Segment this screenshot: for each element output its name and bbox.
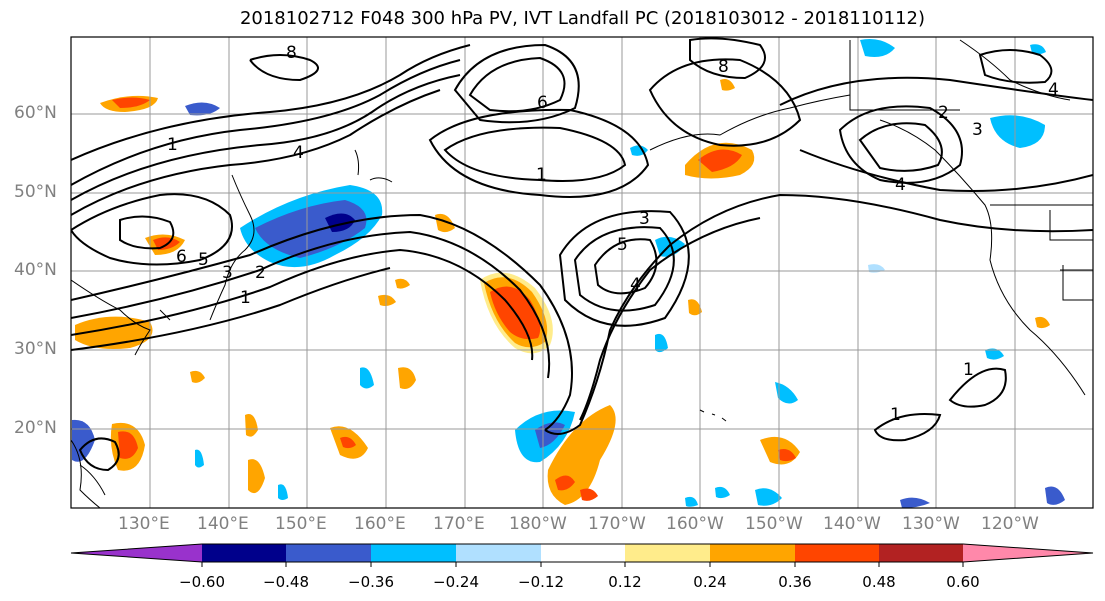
contour-label: 5 — [198, 250, 209, 270]
colorbar — [70, 543, 1094, 567]
colorbar-segment — [456, 544, 541, 562]
contour-label: 1 — [963, 360, 974, 380]
colorbar-tick-label: −0.24 — [433, 573, 479, 591]
lon-label: 170°E — [433, 514, 485, 534]
contour-label: 4 — [895, 175, 906, 195]
contour-label: 2 — [938, 103, 949, 123]
contour-label: 4 — [630, 275, 641, 295]
contour-label: 6 — [176, 247, 187, 267]
lat-label: 30°N — [14, 339, 57, 359]
contour-label: 1 — [167, 135, 178, 155]
colorbar-tick-label: −0.60 — [179, 573, 225, 591]
colorbar-tick-label: 0.12 — [608, 573, 642, 591]
contour-label: 3 — [639, 209, 650, 229]
colorbar-tick-label: 0.36 — [778, 573, 812, 591]
contour-label: 4 — [293, 143, 304, 163]
ivt-contours — [71, 37, 1093, 472]
contour-label: 4 — [1048, 80, 1059, 100]
contour-label: 8 — [286, 43, 297, 63]
colorbar-segment — [795, 544, 879, 562]
lon-label: 170°W — [588, 514, 646, 534]
colorbar-tick-label: 0.60 — [946, 573, 980, 591]
colorbar-tick-label: −0.48 — [263, 573, 309, 591]
lon-label: 120°W — [981, 514, 1039, 534]
colorbar-segment — [541, 544, 625, 562]
contour-label: 1 — [240, 288, 251, 308]
colorbar-segment — [625, 544, 710, 562]
colorbar-segment — [371, 544, 456, 562]
lat-label: 60°N — [14, 103, 57, 123]
lon-label: 150°W — [745, 514, 803, 534]
contour-label: 8 — [718, 57, 729, 77]
contour-label: 5 — [617, 235, 628, 255]
contour-label: 6 — [537, 93, 548, 113]
contour-label: 1 — [890, 405, 901, 425]
lon-label: 160°E — [354, 514, 406, 534]
lon-label: 130°E — [118, 514, 170, 534]
lon-label: 160°W — [666, 514, 724, 534]
map-border — [70, 36, 1094, 509]
lat-label: 50°N — [14, 182, 57, 202]
lat-label: 40°N — [14, 260, 57, 280]
contour-label: 2 — [255, 263, 266, 283]
colorbar-segment — [710, 544, 795, 562]
map-gridlines — [71, 37, 1093, 508]
colorbar-extend-left — [71, 544, 202, 562]
contour-label: 1 — [536, 165, 547, 185]
contour-label: 3 — [222, 263, 233, 283]
lat-label: 20°N — [14, 418, 57, 438]
colorbar-tick-label: 0.24 — [693, 573, 727, 591]
lon-label: 130°W — [902, 514, 960, 534]
lon-label: 140°W — [823, 514, 881, 534]
colorbar-segment — [879, 544, 963, 562]
colorbar-segment — [286, 544, 371, 562]
lon-label: 150°E — [275, 514, 327, 534]
colorbar-segment — [202, 544, 286, 562]
colorbar-tick-label: −0.12 — [518, 573, 564, 591]
contour-label: 3 — [972, 120, 983, 140]
map-title: 2018102712 F048 300 hPa PV, IVT Landfall… — [239, 8, 926, 29]
lon-label: 180°W — [509, 514, 567, 534]
colorbar-tick-label: 0.48 — [862, 573, 896, 591]
colorbar-tick-label: −0.36 — [348, 573, 394, 591]
contour-labels: 1 1 1 1 1 2 2 3 3 3 4 4 4 4 5 5 6 6 8 8 — [167, 43, 1059, 425]
colorbar-extend-right — [963, 544, 1093, 562]
lon-label: 140°E — [197, 514, 249, 534]
